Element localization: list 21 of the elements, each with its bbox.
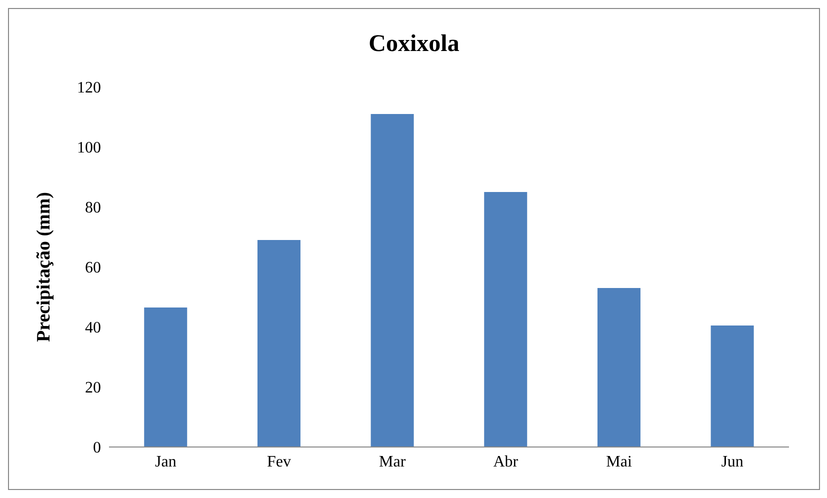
bar (597, 288, 640, 447)
y-tick-label: 80 (85, 200, 101, 217)
bar (484, 192, 528, 447)
x-tick-label: Jun (721, 453, 744, 470)
y-tick-label: 0 (93, 440, 101, 457)
y-tick-label: 100 (77, 140, 101, 157)
x-tick-label: Fev (267, 453, 291, 470)
x-tick-label: Jan (155, 453, 176, 470)
bar (710, 326, 754, 447)
y-tick-label: 120 (77, 80, 101, 97)
y-tick-label: 60 (85, 260, 101, 277)
y-tick-label: 20 (85, 380, 101, 397)
bar (370, 114, 414, 447)
y-axis-title: Precipitação (mm) (34, 192, 55, 342)
x-tick-label: Mai (606, 453, 632, 470)
bar (144, 308, 188, 447)
x-tick-label: Abr (493, 453, 519, 470)
x-tick-label: Mar (379, 453, 406, 470)
chart-title: Coxixola (368, 31, 460, 58)
y-tick-label: 40 (85, 320, 101, 337)
bar (257, 240, 300, 447)
